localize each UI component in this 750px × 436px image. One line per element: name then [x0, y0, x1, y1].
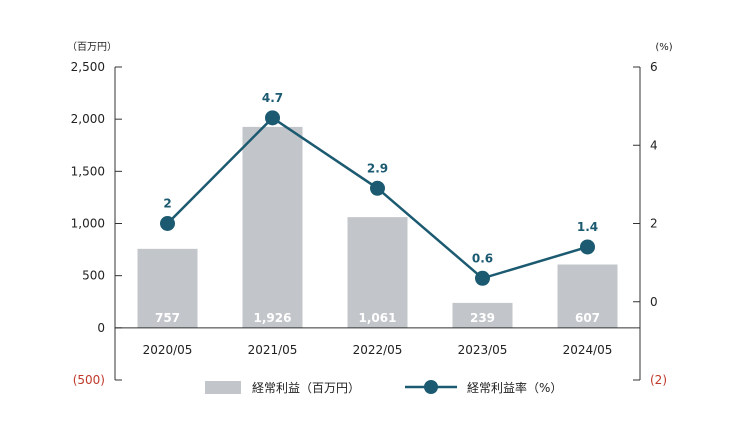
left-axis-tick-label: 0: [97, 321, 105, 335]
right-axis-tick-label: 0: [650, 295, 658, 309]
line-point-label: 4.7: [262, 91, 283, 105]
bar-value-label: 1,926: [254, 311, 292, 325]
right-axis-tick-label: 4: [650, 138, 658, 152]
bar-value-label: 757: [155, 311, 180, 325]
right-axis-tick-label: 6: [650, 60, 658, 74]
left-axis-tick-label: (500): [73, 373, 105, 387]
line-point: [475, 270, 490, 286]
bar: [137, 248, 198, 328]
bar: [452, 302, 513, 328]
right-axis: (2) 0 2 4 6: [633, 60, 667, 387]
left-axis-tick-label: 500: [82, 269, 105, 283]
left-axis-tick-label: 2,500: [71, 60, 105, 74]
left-axis: (500) 0 500 1,000 1,500 2,000 2,500: [71, 60, 122, 387]
line-point: [265, 110, 280, 126]
legend-bar-label: 経常利益（百万円）: [252, 381, 360, 395]
line-point: [370, 180, 385, 196]
legend-line-label: 経常利益率（%）: [467, 380, 562, 395]
x-axis-tick-label: 2022/05: [353, 343, 403, 357]
line-point-label: 2: [163, 197, 171, 211]
legend: 経常利益（百万円） 経常利益率（%）: [205, 380, 562, 395]
line-series: 2 4.7 2.9 0.6 1.4: [160, 91, 598, 286]
right-axis-tick-label: 2: [650, 217, 658, 231]
x-axis-tick-label: 2020/05: [143, 343, 193, 357]
x-axis-labels: 2020/05 2021/05 2022/05 2023/05 2024/05: [143, 343, 613, 357]
left-axis-tick-label: 2,000: [71, 112, 105, 126]
x-axis-tick-label: 2021/05: [248, 343, 298, 357]
legend-bar-swatch: [205, 381, 241, 394]
right-axis-unit: (%): [655, 42, 672, 53]
line-point-label: 2.9: [367, 161, 388, 175]
left-axis-tick-label: 1,500: [71, 164, 105, 178]
line-point-label: 0.6: [472, 251, 493, 265]
bar-value-label: 607: [575, 311, 600, 325]
left-axis-unit: （百万円）: [67, 41, 117, 53]
line-point: [160, 216, 175, 231]
bar-value-label: 239: [470, 311, 495, 325]
x-axis-tick-label: 2023/05: [458, 343, 508, 357]
legend-line-marker: [424, 380, 438, 394]
right-axis-tick-label: (2): [650, 373, 667, 387]
bar: [347, 217, 408, 328]
bar: [242, 126, 303, 328]
left-axis-tick-label: 1,000: [71, 217, 105, 231]
bar: [557, 264, 618, 328]
bar-value-label: 1,061: [359, 311, 397, 325]
line-point: [580, 239, 595, 255]
x-axis-tick-label: 2024/05: [563, 343, 613, 357]
line-point-label: 1.4: [577, 220, 598, 234]
bar-series: 757 1,926 1,061 239 607: [137, 126, 618, 328]
